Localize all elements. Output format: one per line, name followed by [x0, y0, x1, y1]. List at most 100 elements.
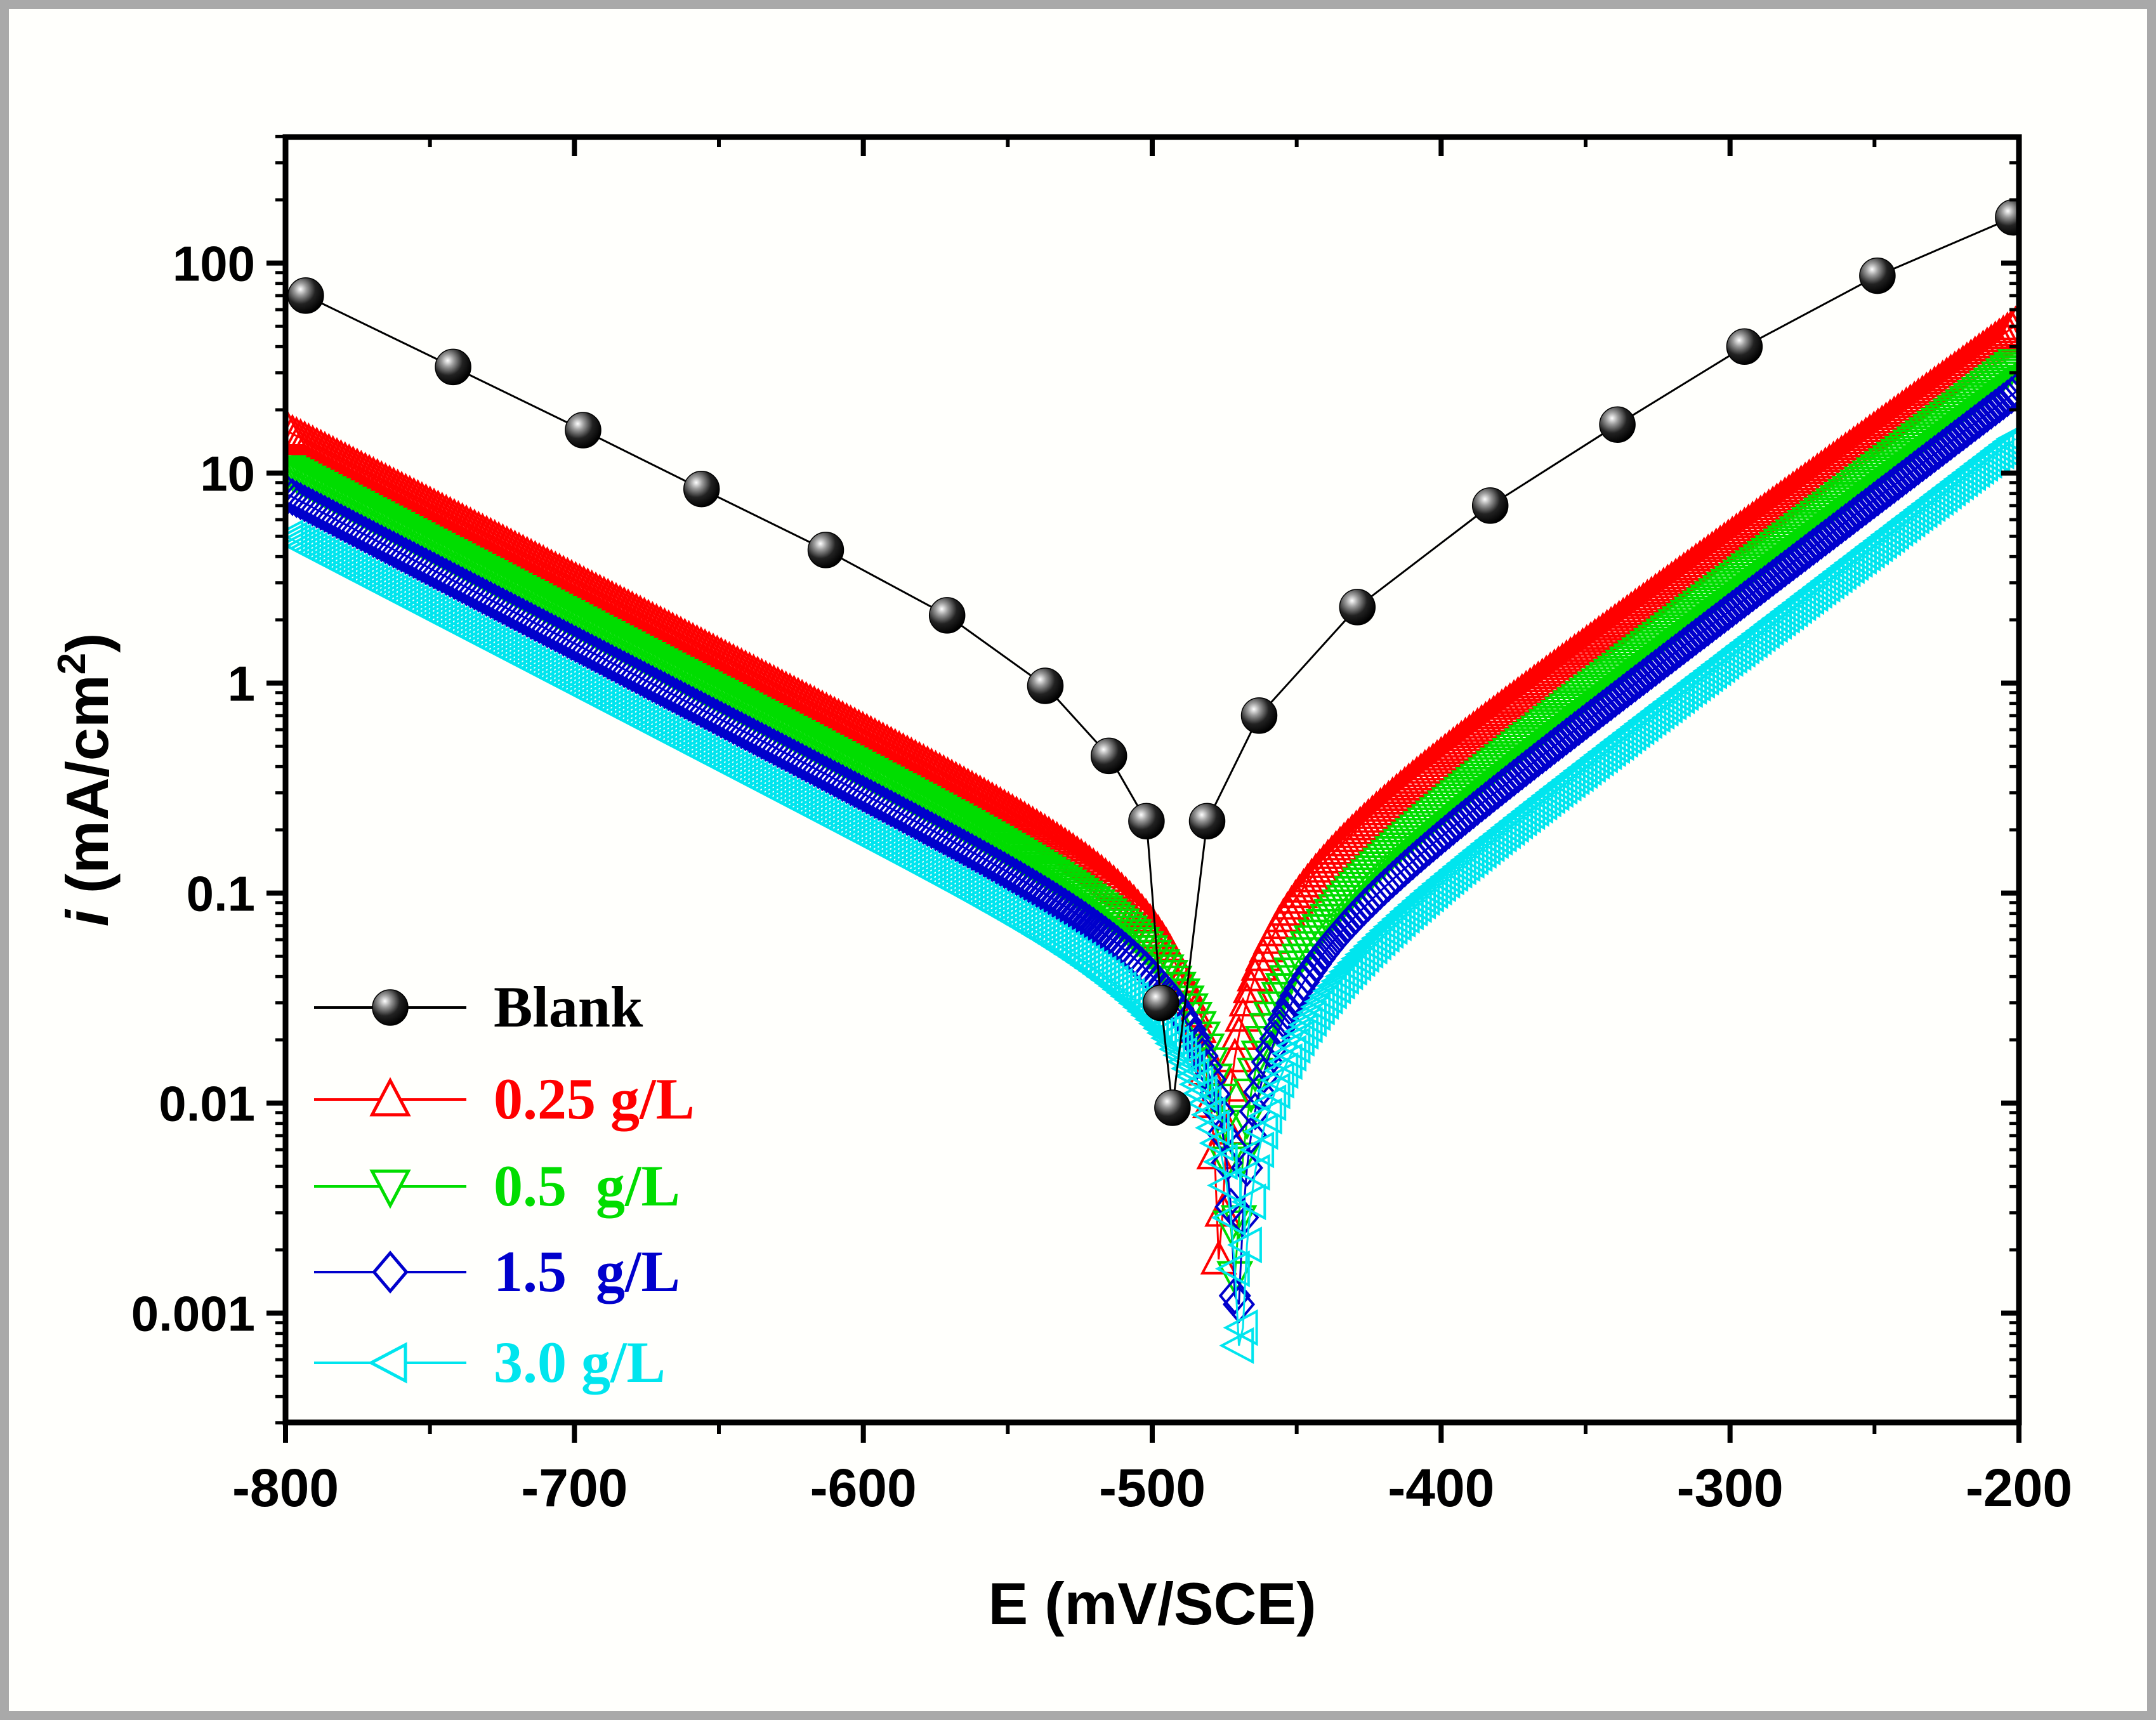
data-point [608, 650, 641, 688]
data-point [1328, 953, 1364, 990]
data-point [1231, 1183, 1266, 1221]
data-point [620, 656, 653, 695]
data-point [850, 777, 883, 815]
data-point [288, 484, 321, 523]
legend-label: 0.25 g/L [494, 1067, 695, 1131]
data-point [632, 662, 665, 701]
data-point [874, 789, 907, 828]
data-point [1320, 962, 1355, 1000]
data-point [345, 513, 378, 552]
data-point [733, 715, 766, 754]
data-point [1220, 1015, 1258, 1050]
data-point [705, 700, 738, 739]
data-point [1309, 838, 1346, 874]
data-point [1275, 1027, 1311, 1064]
x-tick-label: -400 [1388, 1458, 1494, 1518]
legend-label: 3.0 g/L [494, 1330, 666, 1395]
data-point [895, 800, 928, 839]
data-point [928, 597, 966, 634]
data-point [603, 648, 636, 686]
data-point [1386, 766, 1423, 801]
data-point [336, 509, 370, 548]
axes: -800 -700 -600 -500 -400 -300 -200 100 10 1 0.1 0.0… [131, 134, 2072, 1518]
data-point [308, 494, 341, 533]
data-point [1227, 1226, 1262, 1264]
data-point [1374, 776, 1411, 811]
data-point [919, 813, 952, 851]
data-point [494, 591, 527, 630]
data-point [1267, 1043, 1303, 1080]
data-point [292, 486, 325, 525]
data-point [482, 585, 515, 624]
y-axis-label: i (mA/cm2) [50, 633, 121, 927]
data-point [1332, 949, 1367, 986]
data-point [782, 740, 815, 779]
data-point [466, 576, 499, 615]
data-point [381, 532, 414, 571]
data-point [640, 667, 673, 706]
data-point [583, 637, 617, 676]
data-point [1360, 919, 1396, 957]
data-point [1301, 848, 1339, 883]
data-point [624, 658, 657, 697]
data-point [785, 742, 818, 781]
data-point [717, 707, 750, 745]
data-point [527, 608, 560, 647]
data-point [1214, 1250, 1250, 1287]
data-point [673, 683, 706, 722]
data-point [721, 709, 754, 747]
legend-label: 1.5 g/L [494, 1239, 680, 1304]
data-point [588, 640, 621, 678]
data-point [349, 515, 382, 554]
x-tick-label: -300 [1677, 1458, 1784, 1518]
data-point [923, 815, 956, 854]
data-point [1382, 769, 1419, 804]
legend-marker [367, 1342, 407, 1384]
data-point [826, 764, 859, 803]
data-point [1997, 305, 2019, 341]
data-point [737, 717, 770, 756]
data-point [1027, 667, 1064, 704]
data-point [838, 770, 871, 809]
data-point [414, 549, 447, 588]
data-point [770, 734, 803, 773]
x-tick-label: -200 [1966, 1458, 2072, 1518]
data-point [814, 757, 847, 796]
data-point [1188, 803, 1226, 840]
data-point [664, 679, 697, 718]
data-point [1170, 1050, 1206, 1087]
legend-label: 0.5 g/L [494, 1153, 680, 1218]
data-point [296, 488, 329, 527]
data-point [332, 507, 365, 546]
data-point [886, 796, 920, 834]
data-point [806, 753, 839, 792]
data-point [1142, 984, 1180, 1021]
data-point [1128, 803, 1165, 840]
data-point [871, 787, 904, 826]
data-point [1390, 762, 1428, 798]
data-point [656, 675, 689, 714]
data-point [1207, 1167, 1242, 1204]
data-point [462, 574, 495, 613]
data-point [438, 561, 471, 600]
data-point [1235, 1116, 1268, 1155]
data-point [725, 711, 758, 749]
data-point [1244, 1026, 1282, 1061]
data-point [1198, 1075, 1231, 1113]
data-point [1251, 1084, 1287, 1122]
data-point [385, 534, 418, 573]
data-point [1339, 589, 1376, 626]
data-point [1239, 1092, 1272, 1131]
data-point [373, 528, 406, 567]
data-point [773, 736, 806, 775]
data-point [1308, 978, 1343, 1015]
data-point [515, 601, 548, 640]
data-point [454, 570, 487, 609]
data-point [1364, 916, 1400, 953]
data-point [421, 553, 455, 592]
data-point [389, 536, 423, 575]
data-point [1599, 406, 1636, 443]
data-point [320, 501, 353, 539]
data-point [745, 721, 778, 760]
data-point [1993, 308, 2019, 343]
